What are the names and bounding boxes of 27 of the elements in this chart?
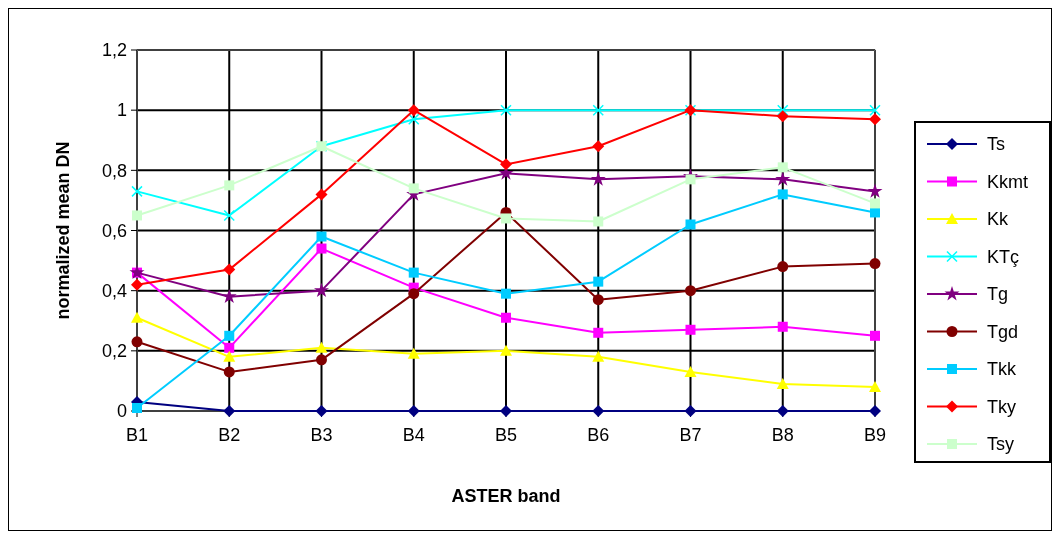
- legend-label: KTç: [987, 246, 1020, 267]
- y-tick-label: 1: [116, 100, 127, 121]
- x-tick-label: B2: [218, 425, 241, 445]
- x-tick-label: B7: [679, 425, 702, 445]
- y-tick-label: 0,2: [101, 341, 127, 362]
- x-tick-label: B3: [310, 425, 333, 445]
- legend-label: Tg: [987, 284, 1009, 305]
- y-tick-label: 0,8: [101, 160, 127, 181]
- x-tick-label: B5: [494, 425, 518, 445]
- y-tick-label: 1,2: [101, 40, 127, 61]
- y-tick-label: 0,6: [101, 220, 127, 241]
- y-axis-title: normalized mean DN: [53, 141, 73, 320]
- legend-label: Ts: [987, 134, 1005, 155]
- x-axis-title: ASTER band: [451, 486, 561, 506]
- x-tick-label: B9: [863, 425, 887, 445]
- x-tick-label: B8: [771, 425, 794, 445]
- legend-label: Tkk: [987, 359, 1017, 380]
- legend-label: Kkmt: [987, 171, 1029, 192]
- x-tick-label: B4: [402, 425, 425, 445]
- y-tick-label: 0,4: [101, 280, 127, 301]
- legend-label: Kk: [987, 209, 1010, 230]
- y-tick-label: 0: [116, 401, 127, 422]
- legend-label: Tky: [987, 396, 1016, 417]
- x-tick-label: B1: [125, 425, 149, 445]
- legend-label: Tgd: [987, 321, 1019, 342]
- x-tick-label: B6: [587, 425, 610, 445]
- legend-label: Tsy: [987, 434, 1014, 455]
